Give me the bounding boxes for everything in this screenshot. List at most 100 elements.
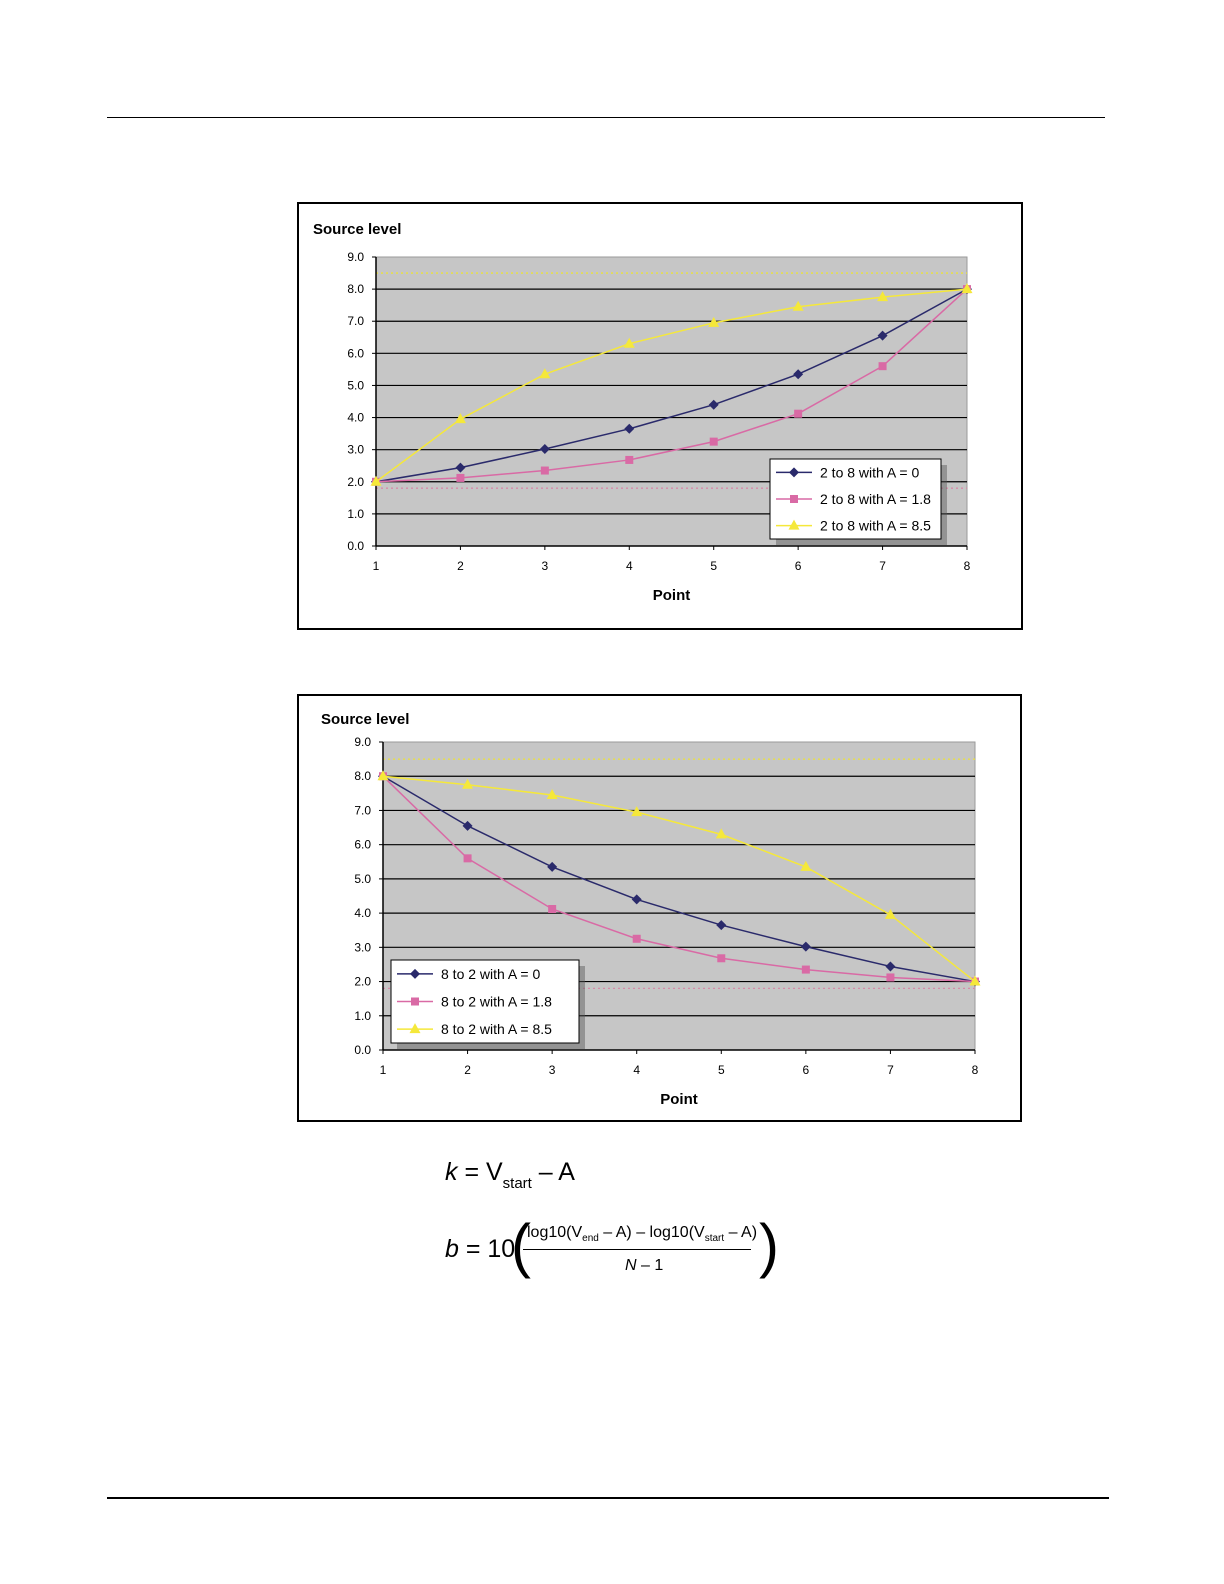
desc-series-1-line [382,775,976,983]
formula-b: b = 10 ( log10(Vend – A) – log10(Vstart … [445,1216,785,1282]
asc-series-3-line [375,288,968,483]
formula-b-fraction-bar [523,1249,751,1250]
asc-x-tick-label: 8 [964,559,971,573]
desc-x-tick-label: 2 [464,1063,471,1077]
formula-b-num-sub2: start [704,1233,725,1244]
desc-series-3-point [800,860,812,871]
desc-series-3-point [715,828,727,839]
chart-descending: Source level 0.0 1.0 2.0 3.0 4.0 5.0 6.0 7.0 8.0 9… [321,711,981,1108]
asc-y-tick-label: 1.0 [347,507,364,521]
chart-ascending-frame: Source level 0.0 1.0 2.0 3.0 4.0 5.0 6.0 7.0 8.0 9… [297,202,1023,630]
formula-b-eq: = 10 [458,1235,516,1263]
asc-y-tick-label: 7.0 [347,314,364,328]
formula-b-close-paren: ) [759,1212,779,1279]
desc-legend-label: 8 to 2 with A = 8.5 [441,1021,552,1037]
asc-series-1-point [455,462,466,473]
desc-y-tick-label: 0.0 [354,1043,371,1057]
asc-y-tick-label: 3.0 [347,443,364,457]
asc-y-tick-label: 6.0 [347,346,364,360]
asc-x-tick-label: 5 [710,559,717,573]
formula-b-num-b: – A) – log10(V [598,1224,705,1241]
desc-legend-swatch-marker [411,997,419,1006]
desc-x-tick-label: 1 [380,1063,387,1077]
asc-x-tick-label: 4 [626,559,633,573]
desc-legend-swatch-marker [410,968,420,979]
asc-legend-swatch-marker [790,495,798,503]
asc-series-1-point [708,399,719,410]
desc-legend-label: 8 to 2 with A = 1.8 [441,994,552,1010]
formula-b-num-a: log10(V [527,1224,583,1241]
desc-series-3-point [462,778,474,789]
asc-y-tick-label: 8.0 [347,282,364,296]
desc-x-tick-label: 7 [887,1063,894,1077]
formula-b-den-var: N [625,1257,637,1274]
formula-k-rest: – A [531,1158,575,1186]
desc-y-tick-label: 4.0 [354,906,371,920]
asc-series-2-point [456,473,465,482]
asc-series-3-point [792,300,804,311]
asc-series-2-point [709,437,718,446]
asc-series-3-point [539,368,551,379]
asc-series-2-point [540,466,549,475]
desc-series-2-point [717,954,726,963]
desc-x-tick-label: 5 [718,1063,725,1077]
chart-descending-frame: Source level 0.0 1.0 2.0 3.0 4.0 5.0 6.0 7.0 8.0 9… [297,694,1022,1122]
desc-series-2-point [886,973,895,982]
asc-series-3-point [708,316,720,327]
asc-y-tick-label: 2.0 [347,475,364,489]
desc-series-1-point [547,861,558,872]
desc-series-3 [377,770,981,986]
asc-x-tick-label: 2 [457,559,464,573]
asc-series-2-point [625,455,634,464]
asc-y-tick-label: 0.0 [347,539,364,553]
asc-series-1-point [624,423,635,434]
asc-series-1 [371,284,972,487]
formula-b-den-rest: – 1 [636,1257,664,1274]
chart-ascending: Source level 0.0 1.0 2.0 3.0 4.0 5.0 6.0 7.0 8.0 9… [313,221,973,604]
asc-series-1-point [793,369,804,380]
desc-series-1-point [800,941,811,952]
asc-legend-label: 2 to 8 with A = 8.5 [820,518,931,534]
desc-y-tick-label: 6.0 [354,838,371,852]
asc-y-tick-label: 4.0 [347,411,364,425]
desc-series-3-line [382,775,976,983]
asc-x-tick-label: 7 [879,559,886,573]
desc-series-3-point [969,975,981,986]
desc-series-1-point [631,894,642,905]
asc-y-tick-label: 5.0 [347,378,364,392]
desc-y-tick-label: 8.0 [354,769,371,783]
formula-k: k = Vstart – A [445,1158,575,1192]
desc-series-3-point [884,908,896,919]
asc-series-3-point [454,413,466,424]
asc-legend-swatch-marker [789,467,799,478]
formula-b-num-c: – A) [724,1224,758,1241]
desc-x-tick-label: 6 [803,1063,810,1077]
asc-series-3-point [961,283,973,294]
asc-series-3 [370,283,973,486]
formula-b-num-sub1: end [582,1233,599,1244]
asc-series-2-point [794,409,803,418]
desc-series-2-point [801,965,810,974]
asc-legend-label: 2 to 8 with A = 0 [820,464,919,480]
asc-series-2-point [878,362,887,371]
desc-y-tick-label: 9.0 [354,735,371,749]
formula-b-denominator: N – 1 [625,1257,663,1275]
desc-x-axis-label: Point [660,1091,698,1108]
desc-x-tick-label: 4 [633,1063,640,1077]
asc-legend-swatch-marker [788,519,800,530]
header-rule [107,117,1105,118]
desc-legend-swatch-marker [409,1023,421,1034]
desc-series-3-point [377,770,389,781]
desc-series-2-line [382,775,976,983]
desc-series-2-point [632,934,641,943]
desc-series-3-point [546,789,558,800]
footer-rule [107,1497,1109,1499]
asc-x-axis-label: Point [653,587,691,604]
desc-series-3-point [631,806,643,817]
formula-k-sub: start [502,1175,532,1192]
desc-y-tick-label: 1.0 [354,1009,371,1023]
asc-x-tick-label: 3 [542,559,549,573]
asc-series-1-point [877,330,888,341]
desc-y-tick-label: 2.0 [354,975,371,989]
desc-series-1-point [885,961,896,972]
